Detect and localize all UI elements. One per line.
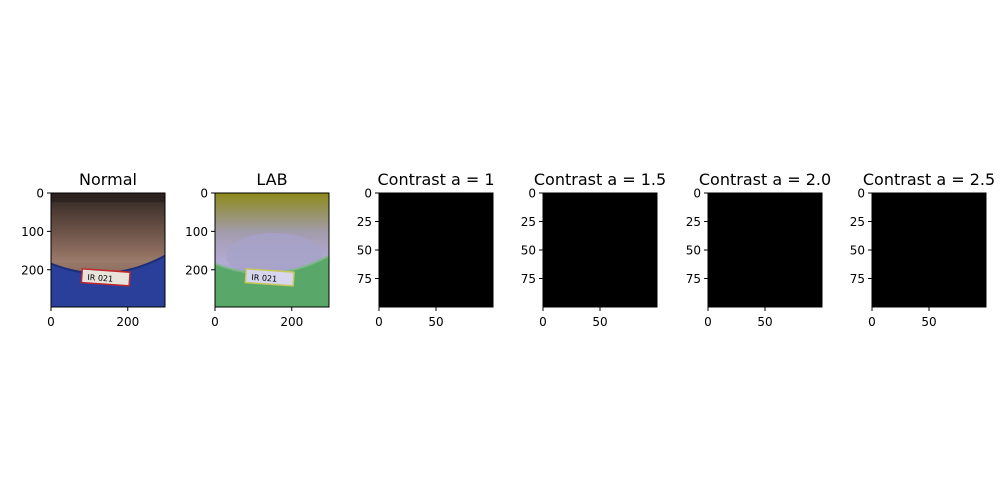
- clothing-tag-text: IR 021: [87, 273, 113, 284]
- y-tick-label: 0: [364, 187, 372, 201]
- subplot-title: Contrast a = 1: [377, 170, 494, 189]
- x-tick-label: 0: [211, 315, 219, 329]
- x-tick-label: 200: [280, 315, 303, 329]
- y-tick-label: 0: [857, 187, 865, 201]
- y-tick-label: 50: [521, 244, 536, 258]
- y-tick-label: 75: [686, 272, 701, 286]
- subplot-1: IR 021 Normal 0 200 0 100 200: [21, 170, 166, 329]
- black-image: [872, 193, 986, 307]
- y-tick-label: 25: [357, 215, 372, 229]
- y-tick-label: 0: [528, 187, 536, 201]
- x-tick-label: 50: [592, 315, 607, 329]
- image-content: IR 021: [51, 193, 165, 307]
- y-tick-label: 200: [21, 263, 44, 277]
- y-tick-label: 25: [521, 215, 536, 229]
- y-tick-label: 50: [686, 244, 701, 258]
- clothing-tag: [80, 268, 131, 287]
- y-tick-label: 25: [850, 215, 865, 229]
- clothing-tag-text: IR 021: [251, 273, 277, 284]
- axes-frame: [214, 192, 330, 308]
- y-tick-label: 75: [521, 272, 536, 286]
- subplot-title: LAB: [256, 170, 287, 189]
- black-image: [543, 193, 657, 307]
- black-image: [708, 193, 822, 307]
- clothing-tag: [244, 268, 295, 287]
- x-tick-label: 0: [539, 315, 547, 329]
- y-tick-label: 0: [36, 187, 44, 201]
- x-tick-label: 50: [757, 315, 772, 329]
- y-tick-label: 100: [21, 225, 44, 239]
- subplot-3: Contrast a = 1 0 50 0 25 50 75: [357, 170, 495, 329]
- y-tick-label: 75: [357, 272, 372, 286]
- subplot-title: Contrast a = 2.5: [863, 170, 995, 189]
- skin-region: [226, 232, 323, 279]
- x-tick-label: 50: [428, 315, 443, 329]
- hair-region: [51, 193, 165, 203]
- x-tick-label: 200: [116, 315, 139, 329]
- y-tick-label: 100: [185, 225, 208, 239]
- x-tick-label: 50: [921, 315, 936, 329]
- y-tick-label: 0: [693, 187, 701, 201]
- image-content: IR 021: [215, 193, 329, 307]
- x-tick-label: 0: [868, 315, 876, 329]
- y-tick-label: 75: [850, 272, 865, 286]
- subplot-title: Normal: [79, 170, 137, 189]
- x-tick-label: 0: [704, 315, 712, 329]
- x-tick-label: 0: [375, 315, 383, 329]
- subplot-2: IR 021 LAB 0 200 0 100 200: [185, 170, 330, 329]
- subplot-title: Contrast a = 2.0: [699, 170, 831, 189]
- y-tick-label: 25: [686, 215, 701, 229]
- y-tick-label: 50: [357, 244, 372, 258]
- y-tick-label: 50: [850, 244, 865, 258]
- y-tick-label: 200: [185, 263, 208, 277]
- y-tick-label: 0: [200, 187, 208, 201]
- subplot-title: Contrast a = 1.5: [534, 170, 666, 189]
- axes-frame: [50, 192, 166, 308]
- black-image: [379, 193, 493, 307]
- x-tick-label: 0: [47, 315, 55, 329]
